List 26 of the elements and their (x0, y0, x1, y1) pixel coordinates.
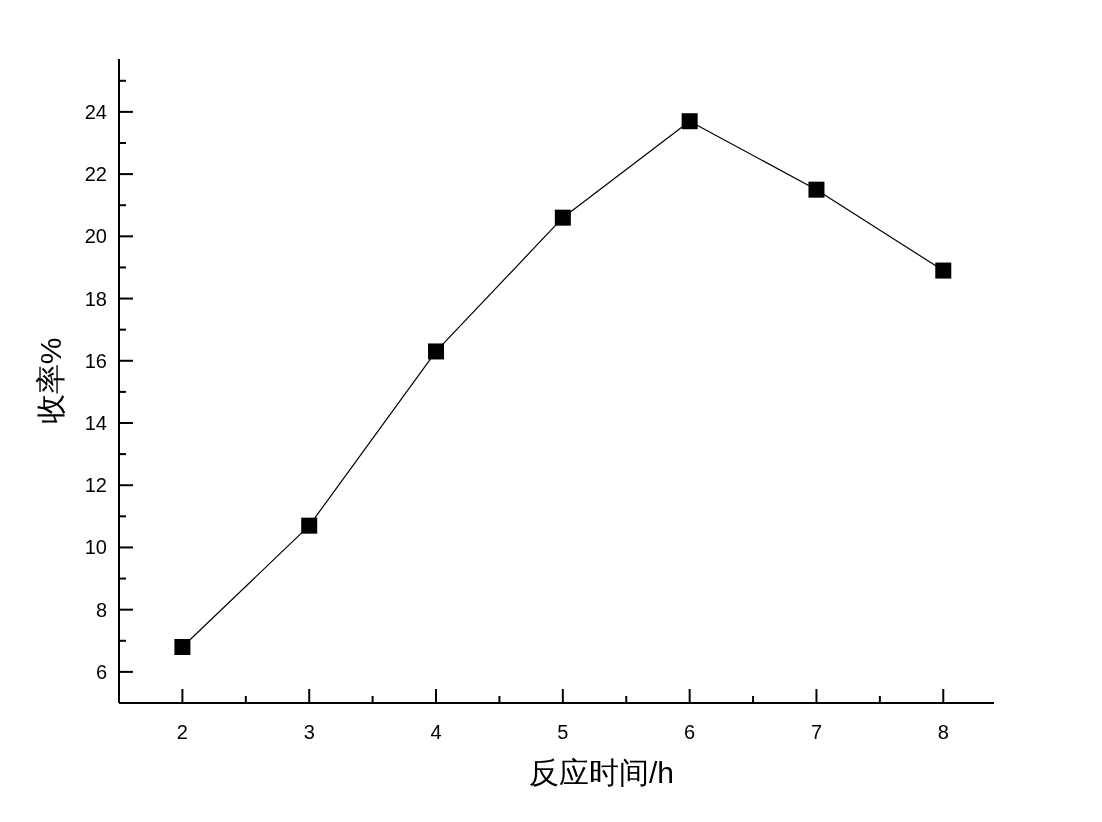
y-tick-label: 24 (84, 100, 107, 123)
point (428, 343, 445, 360)
y-tick-label: 6 (95, 660, 107, 683)
x-tick-label: 4 (430, 721, 442, 743)
y-tick-label: 20 (84, 225, 107, 248)
x-tick-label: 5 (557, 721, 569, 743)
point (808, 181, 825, 198)
x-tick-label: 2 (176, 721, 188, 743)
y-tick-label: 16 (84, 349, 107, 372)
point (681, 113, 698, 130)
point (174, 639, 191, 655)
point (554, 209, 571, 226)
x-tick-label: 8 (937, 721, 949, 743)
x-tick-label: 3 (303, 721, 315, 743)
y-axis-title: 收率% (33, 337, 67, 425)
y-tick-label: 18 (84, 287, 107, 310)
y-tick-label: 14 (84, 412, 107, 434)
point (935, 262, 952, 279)
y-tick-label: 8 (95, 598, 107, 621)
x-tick-label: 6 (684, 721, 696, 743)
x-axis-title: 反应时间/h (528, 756, 675, 789)
y-tick-label: 22 (84, 163, 107, 186)
x-tick-label: 7 (810, 721, 823, 743)
point (301, 517, 318, 534)
y-tick-label: 12 (84, 474, 107, 497)
y-tick-label: 10 (84, 536, 107, 559)
